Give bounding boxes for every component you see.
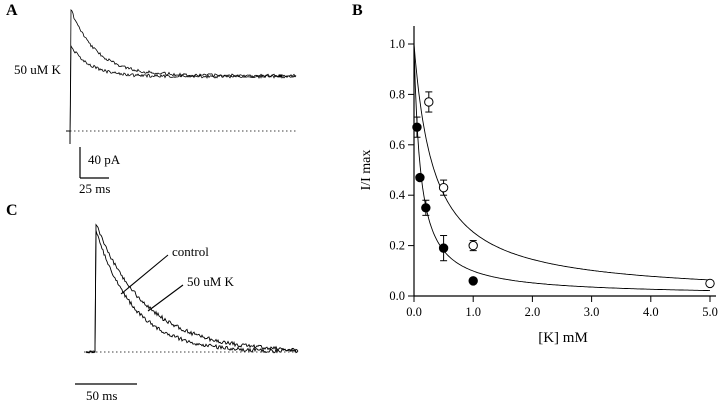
panel-a-traces [66, 9, 297, 179]
svg-text:5.0: 5.0 [702, 305, 718, 319]
chart-y-axis-label: I/I max [359, 149, 374, 191]
svg-text:0.0: 0.0 [406, 305, 422, 319]
panel-c-k-annotation: 50 uM K [187, 274, 234, 289]
svg-text:2.0: 2.0 [525, 305, 541, 319]
chart-x-axis-label: [K] mM [538, 330, 588, 346]
svg-text:3.0: 3.0 [584, 305, 600, 319]
panel-b-label: B [352, 2, 363, 19]
dose-response-chart: 0.0 0.2 0.4 0.6 0.8 1.0 0.0 1.0 2.0 3.0 4.0 5.0 [389, 26, 718, 319]
svg-text:1.0: 1.0 [389, 37, 405, 51]
panel-c-control-annotation: control [172, 244, 209, 259]
svg-text:0.4: 0.4 [389, 188, 405, 202]
panel-c-label: C [6, 202, 18, 219]
svg-text:4.0: 4.0 [643, 305, 659, 319]
svg-text:0.2: 0.2 [389, 239, 405, 253]
panel-c-traces [75, 223, 299, 385]
panel-a-label: A [6, 2, 18, 19]
svg-text:0.8: 0.8 [389, 87, 405, 101]
panel-a-vertical-scale-label: 40 pA [88, 152, 121, 167]
panel-a-horizontal-scale-label: 25 ms [79, 181, 111, 196]
svg-text:1.0: 1.0 [465, 305, 481, 319]
panel-c-horizontal-scale-label: 50 ms [86, 388, 118, 403]
svg-text:0.0: 0.0 [389, 289, 405, 303]
svg-text:0.6: 0.6 [389, 138, 405, 152]
panel-a-condition-label: 50 uM K [14, 62, 61, 77]
